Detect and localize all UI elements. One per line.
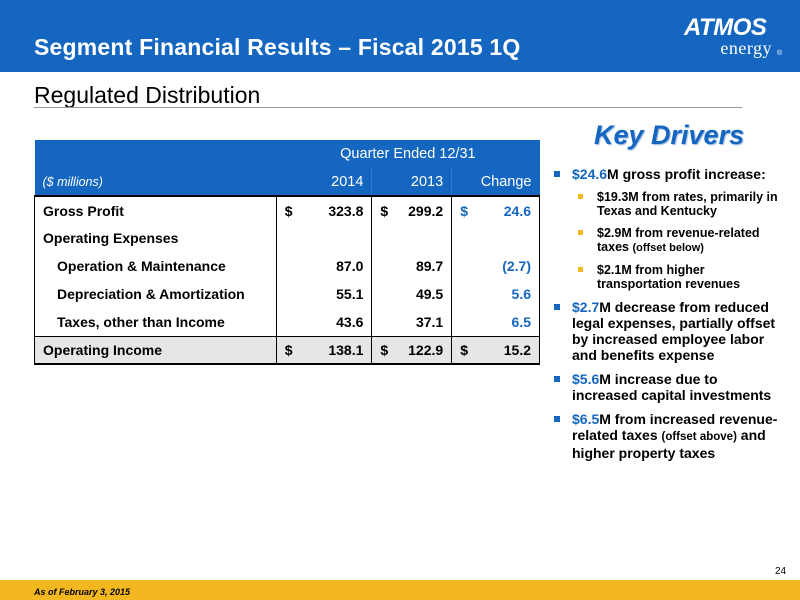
financial-table: Quarter Ended 12/31 ($ millions) 2014 20… [34,140,540,365]
header-bar: Segment Financial Results – Fiscal 2015 … [0,0,800,72]
row-value-change: $24.6 [451,195,540,224]
row-label: Taxes, other than Income [34,308,277,336]
page-number: 24 [775,566,787,577]
table-header-row: Quarter Ended 12/31 [34,140,540,168]
square-bullet-icon [578,230,583,235]
square-bullet-icon [554,376,560,382]
square-bullet-icon [578,267,583,272]
square-bullet-icon [554,416,560,422]
driver-item: $2.7M decrease from reduced legal expens… [550,299,786,363]
row-value-change: 5.6 [451,280,540,308]
units-label: ($ millions) [34,168,277,196]
value: 138.1 [328,341,364,358]
period-header: Quarter Ended 12/31 [276,140,540,168]
driver-item: $24.6M gross profit increase: [550,166,786,182]
value: 15.2 [503,341,531,358]
atmos-energy-logo: ATMOS energy ® [684,14,784,62]
driver-amount: $6.5 [572,411,600,427]
row-label: Operating Expenses [34,224,277,252]
row-label: Gross Profit [34,195,277,224]
row-value-2014: $323.8 [275,195,372,224]
square-bullet-icon [578,194,583,199]
row-value-2013: 37.1 [371,308,452,336]
row-value-2014: 43.6 [275,308,372,336]
row-value-2013: 89.7 [371,252,452,280]
column-header-2013: 2013 [371,168,452,196]
row-value-2013: 49.5 [371,280,452,308]
row-value-change [451,224,540,252]
row-value-2014: 87.0 [275,252,372,280]
table-row: Gross Profit $323.8 $299.2 $24.6 [34,195,540,224]
currency-symbol: $ [380,341,389,358]
total-label: Operating Income [34,335,277,365]
logo-registered-mark: ® [776,50,782,57]
currency-symbol: $ [460,202,468,219]
driver-amount: $5.6 [572,371,600,387]
sub-item-text: $2.1M from higher transportation revenue… [597,263,741,291]
total-value-2014: $138.1 [275,335,372,365]
driver-item: $5.6M increase due to increased capital … [550,371,786,403]
driver-amount: $2.7 [572,299,600,315]
column-header-change: Change [451,168,540,196]
row-label: Depreciation & Amortization [34,280,277,308]
currency-symbol: $ [380,202,389,219]
section-title: Regulated Distribution [34,82,261,108]
currency-symbol: $ [284,202,293,219]
driver-text: M increase due to increased capital inve… [572,371,772,403]
value: 299.2 [408,202,444,219]
value: 323.8 [328,202,364,219]
header-blank [34,140,277,168]
row-value-2013 [371,224,452,252]
driver-item: $6.5M from increased revenue-related tax… [550,411,786,461]
row-value-2014 [275,224,372,252]
currency-symbol: $ [460,341,468,358]
logo-wordmark: ATMOS [684,14,767,41]
total-value-2013: $122.9 [371,335,452,365]
table-row: Depreciation & Amortization 55.1 49.5 5.… [34,280,540,308]
footer-bar [0,580,800,600]
value: 24.6 [503,202,531,219]
driver-text: M gross profit increase: [607,166,766,182]
row-value-change: 6.5 [451,308,540,336]
sub-item-note: (offset below) [632,242,704,254]
table-row: Operating Expenses [34,224,540,252]
row-value-2013: $299.2 [371,195,452,224]
sub-item-text: $19.3M from rates, primarily in Texas an… [597,190,778,218]
column-header-2014: 2014 [276,168,372,196]
row-label: Operation & Maintenance [34,252,277,280]
key-drivers-list: $24.6M gross profit increase: $19.3M fro… [550,166,786,469]
driver-sub-item: $2.9M from revenue-related taxes (offset… [550,226,786,255]
driver-text: M from increased revenue-related taxes [572,411,778,443]
total-value-change: $15.2 [451,335,540,365]
value: 122.9 [408,341,444,358]
slide-title: Segment Financial Results – Fiscal 2015 … [34,34,521,60]
driver-amount: $24.6 [572,166,608,182]
driver-sub-item: $2.1M from higher transportation revenue… [550,263,786,291]
driver-sub-item: $19.3M from rates, primarily in Texas an… [550,190,786,218]
table-row: Taxes, other than Income 43.6 37.1 6.5 [34,308,540,336]
section-divider [34,107,742,108]
total-row: Operating Income $138.1 $122.9 $15.2 [34,335,540,365]
square-bullet-icon [554,304,560,310]
row-value-change: (2.7) [451,252,540,280]
table-row: Operation & Maintenance 87.0 89.7 (2.7) [34,252,540,280]
driver-note: (offset above) [661,431,737,443]
logo-subtext: energy [720,38,772,58]
footer-date-note: As of February 3, 2015 [34,587,131,597]
driver-text-cont: and higher property taxes [572,427,766,461]
row-value-2014: 55.1 [275,280,372,308]
currency-symbol: $ [284,341,293,358]
driver-text: M decrease from reduced legal expenses, … [572,299,776,363]
table-column-row: ($ millions) 2014 2013 Change [34,168,540,196]
square-bullet-icon [554,171,560,177]
sub-item-text: $2.9M from revenue-related taxes [597,226,760,254]
key-drivers-title: Key Drivers [594,120,745,150]
